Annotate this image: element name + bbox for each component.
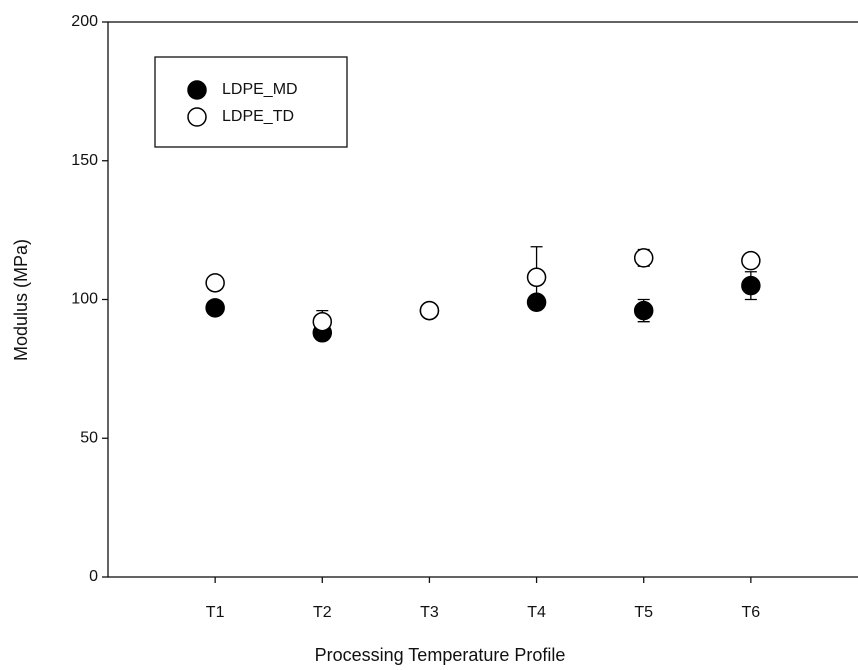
x-axis-title: Processing Temperature Profile (315, 645, 566, 665)
y-tick-label: 100 (71, 291, 98, 308)
y-tick-label: 200 (71, 13, 98, 30)
y-tick-label: 150 (71, 152, 98, 169)
point (419, 300, 440, 321)
x-tick-label: T6 (742, 604, 761, 621)
legend-marker (187, 107, 207, 127)
point (526, 267, 547, 288)
legend-marker (187, 80, 207, 100)
y-tick-label: 50 (80, 429, 98, 446)
point (741, 275, 761, 296)
legend-label: LDPE_MD (222, 81, 298, 98)
point (633, 300, 654, 321)
point (633, 248, 654, 268)
x-tick-label: T4 (527, 604, 546, 621)
x-tick-label: T3 (420, 604, 439, 621)
point (205, 298, 225, 318)
point (205, 273, 225, 293)
point (741, 250, 761, 271)
legend-box (154, 56, 348, 148)
x-tick-label: T5 (634, 604, 653, 621)
x-tick-label: T2 (313, 604, 332, 621)
y-axis-title: Modulus (MPa) (11, 239, 31, 361)
legend-label: LDPE_TD (222, 108, 294, 125)
y-tick-label: 0 (89, 568, 98, 585)
x-tick-label: T1 (206, 604, 225, 621)
point (312, 311, 333, 332)
